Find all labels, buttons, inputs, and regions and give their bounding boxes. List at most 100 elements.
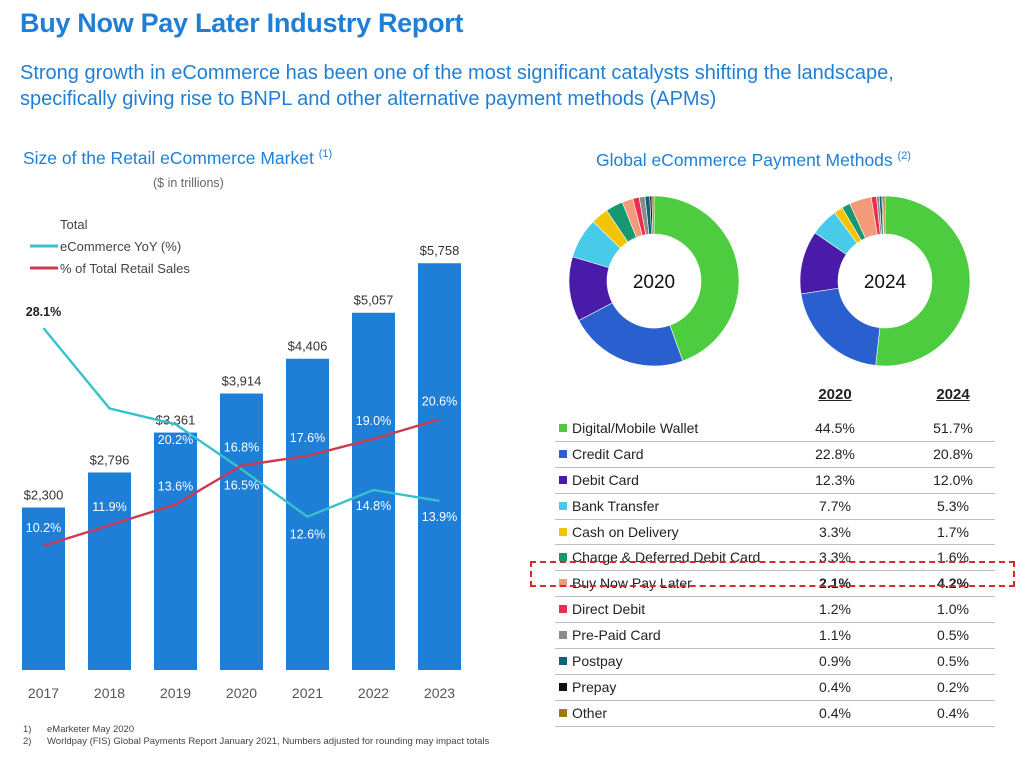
bar-value-label: $3,361 — [156, 413, 196, 428]
donut-slice-other — [651, 195, 655, 235]
market-size-chart: Total eCommerce YoY (%) % of Total Retail … — [22, 217, 461, 701]
table-row: Cash on Delivery 3.3% 1.7% — [555, 520, 995, 546]
row-label: Credit Card — [572, 445, 644, 462]
legend-swatch — [559, 424, 567, 432]
yoy-data-label: 28.1% — [26, 305, 61, 319]
footnote-1: 1) eMarketer May 2020 — [23, 724, 489, 736]
yoy-data-label: 12.6% — [290, 528, 325, 542]
row-value-2024: 20.8% — [933, 445, 973, 462]
row-value-2020: 0.4% — [819, 704, 851, 721]
page-subtitle: Strong growth in eCommerce has been one … — [20, 62, 894, 110]
donut-center-label: 2024 — [864, 272, 907, 293]
row-value-2020: 1.1% — [819, 627, 851, 644]
legend-swatch — [559, 579, 567, 588]
row-value-2024: 0.2% — [937, 678, 969, 695]
row-value-2024: 12.0% — [933, 471, 973, 488]
row-value-2024: 5.3% — [937, 497, 969, 514]
market-size-title: Size of the Retail eCommerce Market (1) — [23, 148, 332, 169]
row-value-2020: 7.7% — [819, 497, 851, 514]
payment-methods-title-text: Global eCommerce Payment Methods — [596, 150, 893, 170]
x-tick-label: 2017 — [28, 685, 59, 701]
bar-2018 — [88, 472, 131, 670]
donut-slice-credit-card — [800, 287, 881, 366]
row-label: Direct Debit — [572, 601, 646, 618]
retail-data-label: 20.6% — [422, 394, 457, 408]
bar-value-label: $4,406 — [288, 339, 328, 354]
market-size-footnote-ref: (1) — [318, 148, 333, 161]
legend-retail: % of Total Retail Sales — [60, 261, 190, 276]
yoy-data-label: 16.5% — [224, 478, 259, 492]
series-line-retail — [43, 418, 440, 548]
bar-2020 — [220, 393, 263, 670]
legend-swatch — [559, 708, 567, 717]
row-value-2020: 0.9% — [819, 653, 851, 670]
yoy-data-label: 14.8% — [356, 499, 391, 513]
legend-swatch — [559, 553, 567, 562]
row-value-2020: 44.5% — [815, 420, 855, 436]
retail-data-label: 17.6% — [290, 431, 325, 445]
bar-2017 — [22, 507, 65, 670]
row-label: Buy Now Pay Later — [572, 575, 692, 592]
legend-swatch — [559, 475, 567, 484]
retail-data-label: 11.9% — [92, 500, 127, 514]
bar-value-label: $2,300 — [24, 488, 64, 503]
bnpl-highlight-box — [530, 561, 1015, 587]
table-row: Digital/Mobile Wallet 44.5% 51.7% — [555, 416, 995, 442]
retail-data-label: 10.2% — [26, 521, 61, 535]
row-label: Digital/Mobile Wallet — [572, 420, 699, 436]
footnote-2-number: 2) — [23, 736, 32, 747]
retail-data-label: 16.8% — [224, 441, 259, 455]
row-value-2024: 1.7% — [937, 523, 969, 540]
legend-swatch — [559, 605, 567, 614]
row-value-2024: 51.7% — [933, 420, 973, 436]
payment-methods-title: Global eCommerce Payment Methods (2) — [596, 150, 911, 171]
payment-methods-table: 2020 2024 Digital/Mobile Wallet 44.5% 51.7… — [555, 382, 995, 727]
x-tick-label: 2021 — [292, 685, 323, 701]
row-value-2020: 3.3% — [819, 523, 851, 540]
donut-slice-digital-mobile-wallet — [875, 195, 971, 367]
row-value-2024: 4.2% — [937, 575, 969, 592]
series-line-yoy — [42, 327, 440, 519]
table-row: Postpay 0.9% 0.5% — [555, 649, 995, 675]
row-value-2024: 0.4% — [937, 704, 969, 721]
x-tick-label: 2019 — [160, 685, 191, 701]
yoy-data-label: 20.2% — [158, 433, 193, 447]
table-body: Digital/Mobile Wallet 44.5% 51.7% Credit Ca… — [555, 416, 995, 727]
row-value-2024: 0.5% — [937, 653, 969, 670]
table-col-2024: 2024 — [936, 386, 970, 403]
yoy-data-label: 13.9% — [422, 510, 457, 524]
legend-swatch — [559, 527, 567, 536]
row-value-2020: 22.8% — [815, 445, 855, 462]
donut-slice-digital-mobile-wallet — [653, 195, 740, 362]
x-tick-label: 2020 — [226, 685, 257, 701]
retail-data-label: 19.0% — [356, 414, 391, 428]
donut-slice-other — [882, 195, 886, 235]
row-label: Other — [572, 704, 608, 721]
row-label: Bank Transfer — [572, 497, 660, 514]
bar-2019 — [154, 432, 197, 670]
table-col-2020: 2020 — [818, 386, 852, 403]
bar-value-label: $5,758 — [420, 243, 460, 258]
row-label: Debit Card — [572, 471, 639, 488]
row-label: Prepay — [572, 678, 617, 695]
row-value-2020: 2.1% — [819, 575, 851, 592]
footnote-1-number: 1) — [23, 724, 32, 735]
legend-swatch — [559, 449, 567, 458]
donut-2024: 2024 — [799, 195, 971, 367]
footnotes: 1) eMarketer May 2020 2) Worldpay (FIS) Gl… — [23, 724, 489, 748]
table-row: Credit Card 22.8% 20.8% — [555, 442, 995, 468]
legend-swatch — [559, 682, 567, 691]
legend-total: Total — [60, 217, 88, 232]
payment-methods-footnote-ref: (2) — [897, 150, 911, 163]
bar-2021 — [286, 358, 329, 670]
legend-swatch — [559, 657, 567, 666]
footnote-2-text: Worldpay (FIS) Global Payments Report Ja… — [47, 736, 490, 747]
row-label: Pre-Paid Card — [572, 627, 661, 644]
bar-value-label: $3,914 — [222, 373, 262, 388]
legend-yoy: eCommerce YoY (%) — [60, 239, 181, 254]
row-value-2020: 12.3% — [815, 471, 855, 488]
row-value-2024: 1.0% — [937, 601, 969, 618]
legend-swatch — [559, 501, 567, 510]
table-row: Direct Debit 1.2% 1.0% — [555, 597, 995, 624]
table-row: Prepay 0.4% 0.2% — [555, 675, 995, 701]
